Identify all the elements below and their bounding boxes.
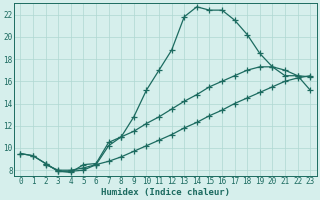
X-axis label: Humidex (Indice chaleur): Humidex (Indice chaleur) — [101, 188, 230, 197]
